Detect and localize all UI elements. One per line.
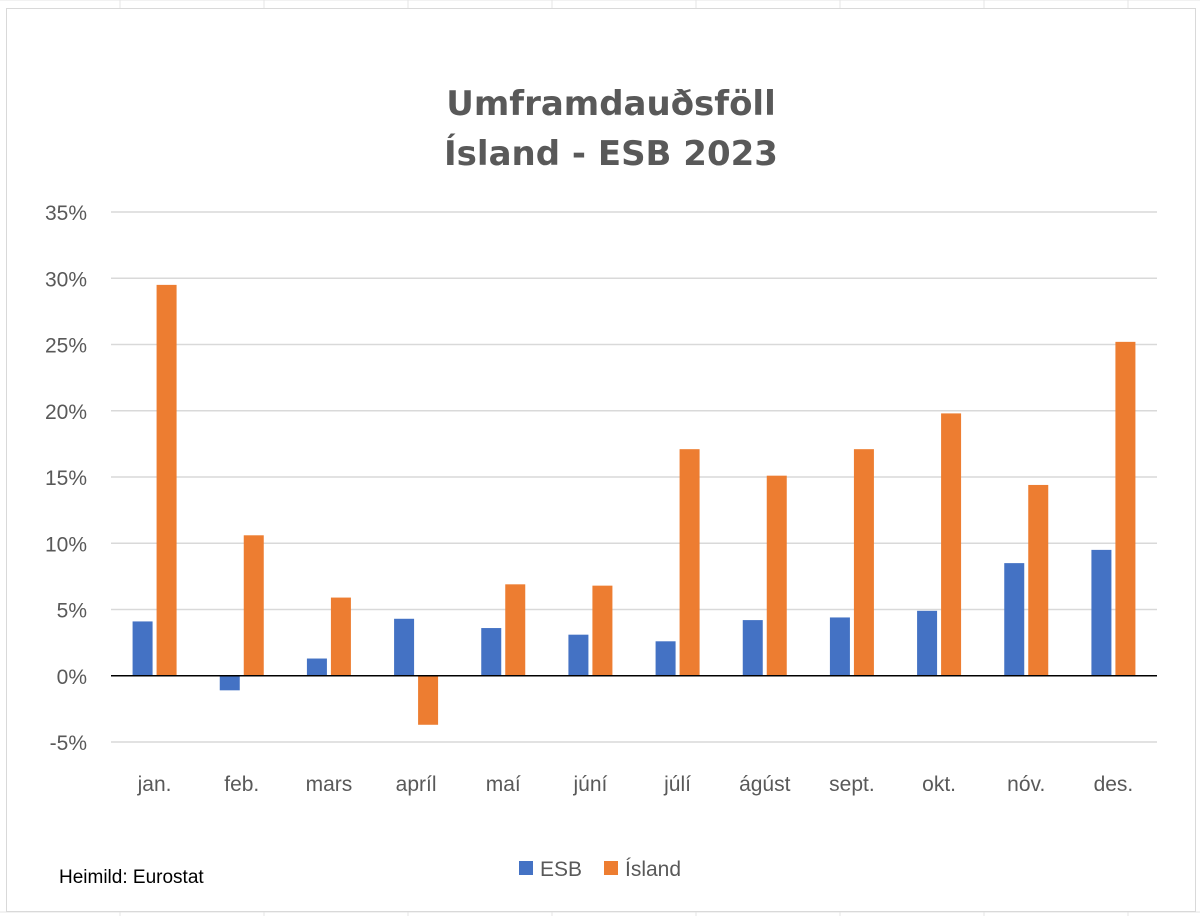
chart-title-line-2: Ísland - ESB 2023 — [444, 133, 778, 174]
bar-esb-4[interactable] — [481, 628, 502, 676]
x-tick-label: apríl — [396, 773, 437, 796]
bar-island-0[interactable] — [156, 284, 177, 676]
bar-island-6[interactable] — [679, 449, 700, 676]
y-axis-labels: -5% 0% 5% 10% 15% 20% 25% 30% 35% — [45, 202, 87, 755]
bar-esb-10[interactable] — [1004, 563, 1025, 676]
y-tick-label: 10% — [45, 533, 87, 556]
bar-esb-1[interactable] — [219, 675, 240, 691]
bar-island-5[interactable] — [592, 585, 613, 676]
legend-swatch-esb — [519, 861, 533, 875]
bar-island-1[interactable] — [243, 535, 264, 676]
x-tick-label: okt. — [922, 773, 956, 796]
bar-esb-6[interactable] — [655, 641, 676, 676]
bars — [132, 284, 1136, 725]
bar-esb-8[interactable] — [829, 617, 850, 676]
bar-esb-11[interactable] — [1091, 549, 1112, 676]
x-tick-label: feb. — [224, 773, 259, 796]
bar-esb-3[interactable] — [394, 618, 415, 676]
legend[interactable]: ESB Ísland — [519, 858, 681, 881]
y-tick-label: 30% — [45, 268, 87, 291]
y-tick-label: 5% — [57, 600, 87, 623]
chart-title-line-1: Umframdauðsföll — [446, 84, 776, 124]
chart-area[interactable]: Umframdauðsföll Ísland - ESB 2023 -5% 0% 5… — [6, 8, 1196, 912]
x-tick-label: sept. — [829, 773, 875, 796]
y-tick-label: 20% — [45, 401, 87, 424]
x-tick-label: jan. — [137, 773, 172, 796]
bar-island-4[interactable] — [505, 584, 526, 676]
bar-island-9[interactable] — [941, 413, 962, 676]
x-tick-label: maí — [486, 773, 521, 796]
bar-esb-9[interactable] — [917, 610, 938, 676]
y-tick-label: 25% — [45, 335, 87, 358]
x-tick-label: ágúst — [739, 773, 791, 796]
bar-esb-0[interactable] — [132, 621, 153, 676]
legend-label-esb: ESB — [540, 858, 582, 881]
x-tick-label: mars — [306, 773, 353, 796]
gridlines — [111, 211, 1157, 743]
y-tick-label: 35% — [45, 202, 87, 225]
x-axis-labels: jan. feb. mars apríl maí júní júlí ágúst sept. ok… — [137, 773, 1134, 796]
bar-esb-5[interactable] — [568, 634, 589, 676]
legend-swatch-island — [604, 861, 618, 875]
y-tick-label: -5% — [50, 732, 87, 755]
bar-esb-2[interactable] — [306, 658, 327, 676]
legend-label-island: Ísland — [625, 858, 681, 881]
bar-esb-7[interactable] — [742, 620, 763, 676]
bar-island-8[interactable] — [853, 449, 874, 676]
x-tick-label: nóv. — [1007, 773, 1045, 796]
bar-island-7[interactable] — [766, 475, 787, 676]
x-tick-label: des. — [1094, 773, 1134, 796]
bar-island-3[interactable] — [418, 675, 439, 725]
source-note: Heimild: Eurostat — [59, 867, 204, 888]
bar-island-11[interactable] — [1115, 341, 1136, 676]
bar-chart: Umframdauðsföll Ísland - ESB 2023 -5% 0% 5… — [45, 84, 1157, 888]
bar-island-2[interactable] — [330, 597, 351, 676]
y-tick-label: 15% — [45, 467, 87, 490]
x-tick-label: júlí — [663, 773, 691, 796]
bar-island-10[interactable] — [1028, 484, 1049, 676]
x-tick-label: júní — [572, 773, 607, 796]
y-tick-label: 0% — [57, 666, 87, 689]
